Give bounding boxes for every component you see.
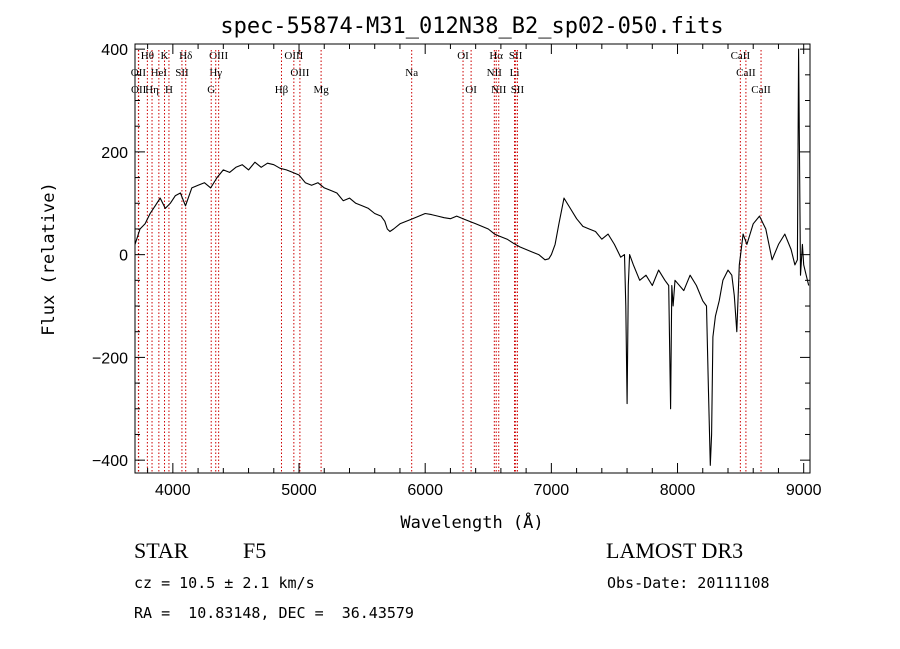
observation-date: Obs-Date: 20111108: [607, 574, 770, 592]
spectral-line-label: CaII: [751, 84, 771, 96]
spectral-line-label: Hη: [145, 84, 159, 96]
spectral-line-label: Hθ: [141, 50, 154, 62]
spectral-line-label: Hβ: [275, 84, 289, 96]
spectral-line-label: HeI: [151, 67, 168, 79]
spectral-line-label: G: [207, 84, 215, 96]
y-tick-label: −400: [92, 453, 128, 470]
spectral-line-label: OIII: [209, 50, 228, 62]
ra-dec-coordinates: RA = 10.83148, DEC = 36.43579: [134, 604, 414, 622]
survey-name: LAMOST DR3: [606, 538, 744, 563]
spectral-line-label: Mg: [313, 84, 329, 96]
x-tick-label: 5000: [281, 482, 317, 499]
object-type: STAR: [134, 538, 189, 563]
spectral-line-label: Hδ: [179, 50, 192, 62]
spectral-line-label: SII: [511, 84, 525, 96]
spectral-line-label: OI: [465, 84, 477, 96]
y-tick-label: 0: [119, 248, 128, 265]
spectral-line-label: Hγ: [209, 67, 222, 79]
spectral-line-label: Li: [510, 67, 520, 79]
spectral-line-label: K: [161, 50, 169, 62]
x-axis-label: Wavelength (Å): [400, 511, 543, 533]
spectral-line-label: Hα: [489, 50, 503, 62]
spectral-subclass: F5: [243, 538, 267, 563]
spectral-line-label: NII: [487, 67, 503, 79]
plot-frame: [134, 43, 811, 474]
spectral-line-label: CaII: [731, 50, 751, 62]
x-tick-label: 7000: [534, 482, 570, 499]
spectral-line-label: Na: [405, 67, 418, 79]
spectral-line-label: NII: [491, 84, 507, 96]
x-tick-label: 9000: [786, 482, 822, 499]
spectral-line-label: OIII: [290, 67, 309, 79]
y-tick-label: −200: [92, 350, 128, 367]
y-tick-label: 200: [101, 145, 128, 162]
x-tick-label: 8000: [660, 482, 696, 499]
y-tick-label: 400: [101, 42, 128, 59]
spectral-line-label: OIII: [284, 50, 303, 62]
spectral-line-label: SII: [175, 67, 189, 79]
chart-title: spec-55874-M31_012N38_B2_sp02-050.fits: [220, 14, 723, 39]
spectral-line-label: OI: [457, 50, 469, 62]
spectrum-series-line: [134, 48, 810, 466]
spectral-line-label: CaII: [736, 67, 756, 79]
y-axis-label: Flux (relative): [39, 182, 59, 336]
redshift-cz: cz = 10.5 ± 2.1 km/s: [134, 574, 315, 592]
spectral-line-label: H: [165, 84, 173, 96]
spectral-line-label: SII: [509, 50, 523, 62]
x-tick-label: 6000: [407, 482, 443, 499]
x-tick-label: 4000: [155, 482, 191, 499]
